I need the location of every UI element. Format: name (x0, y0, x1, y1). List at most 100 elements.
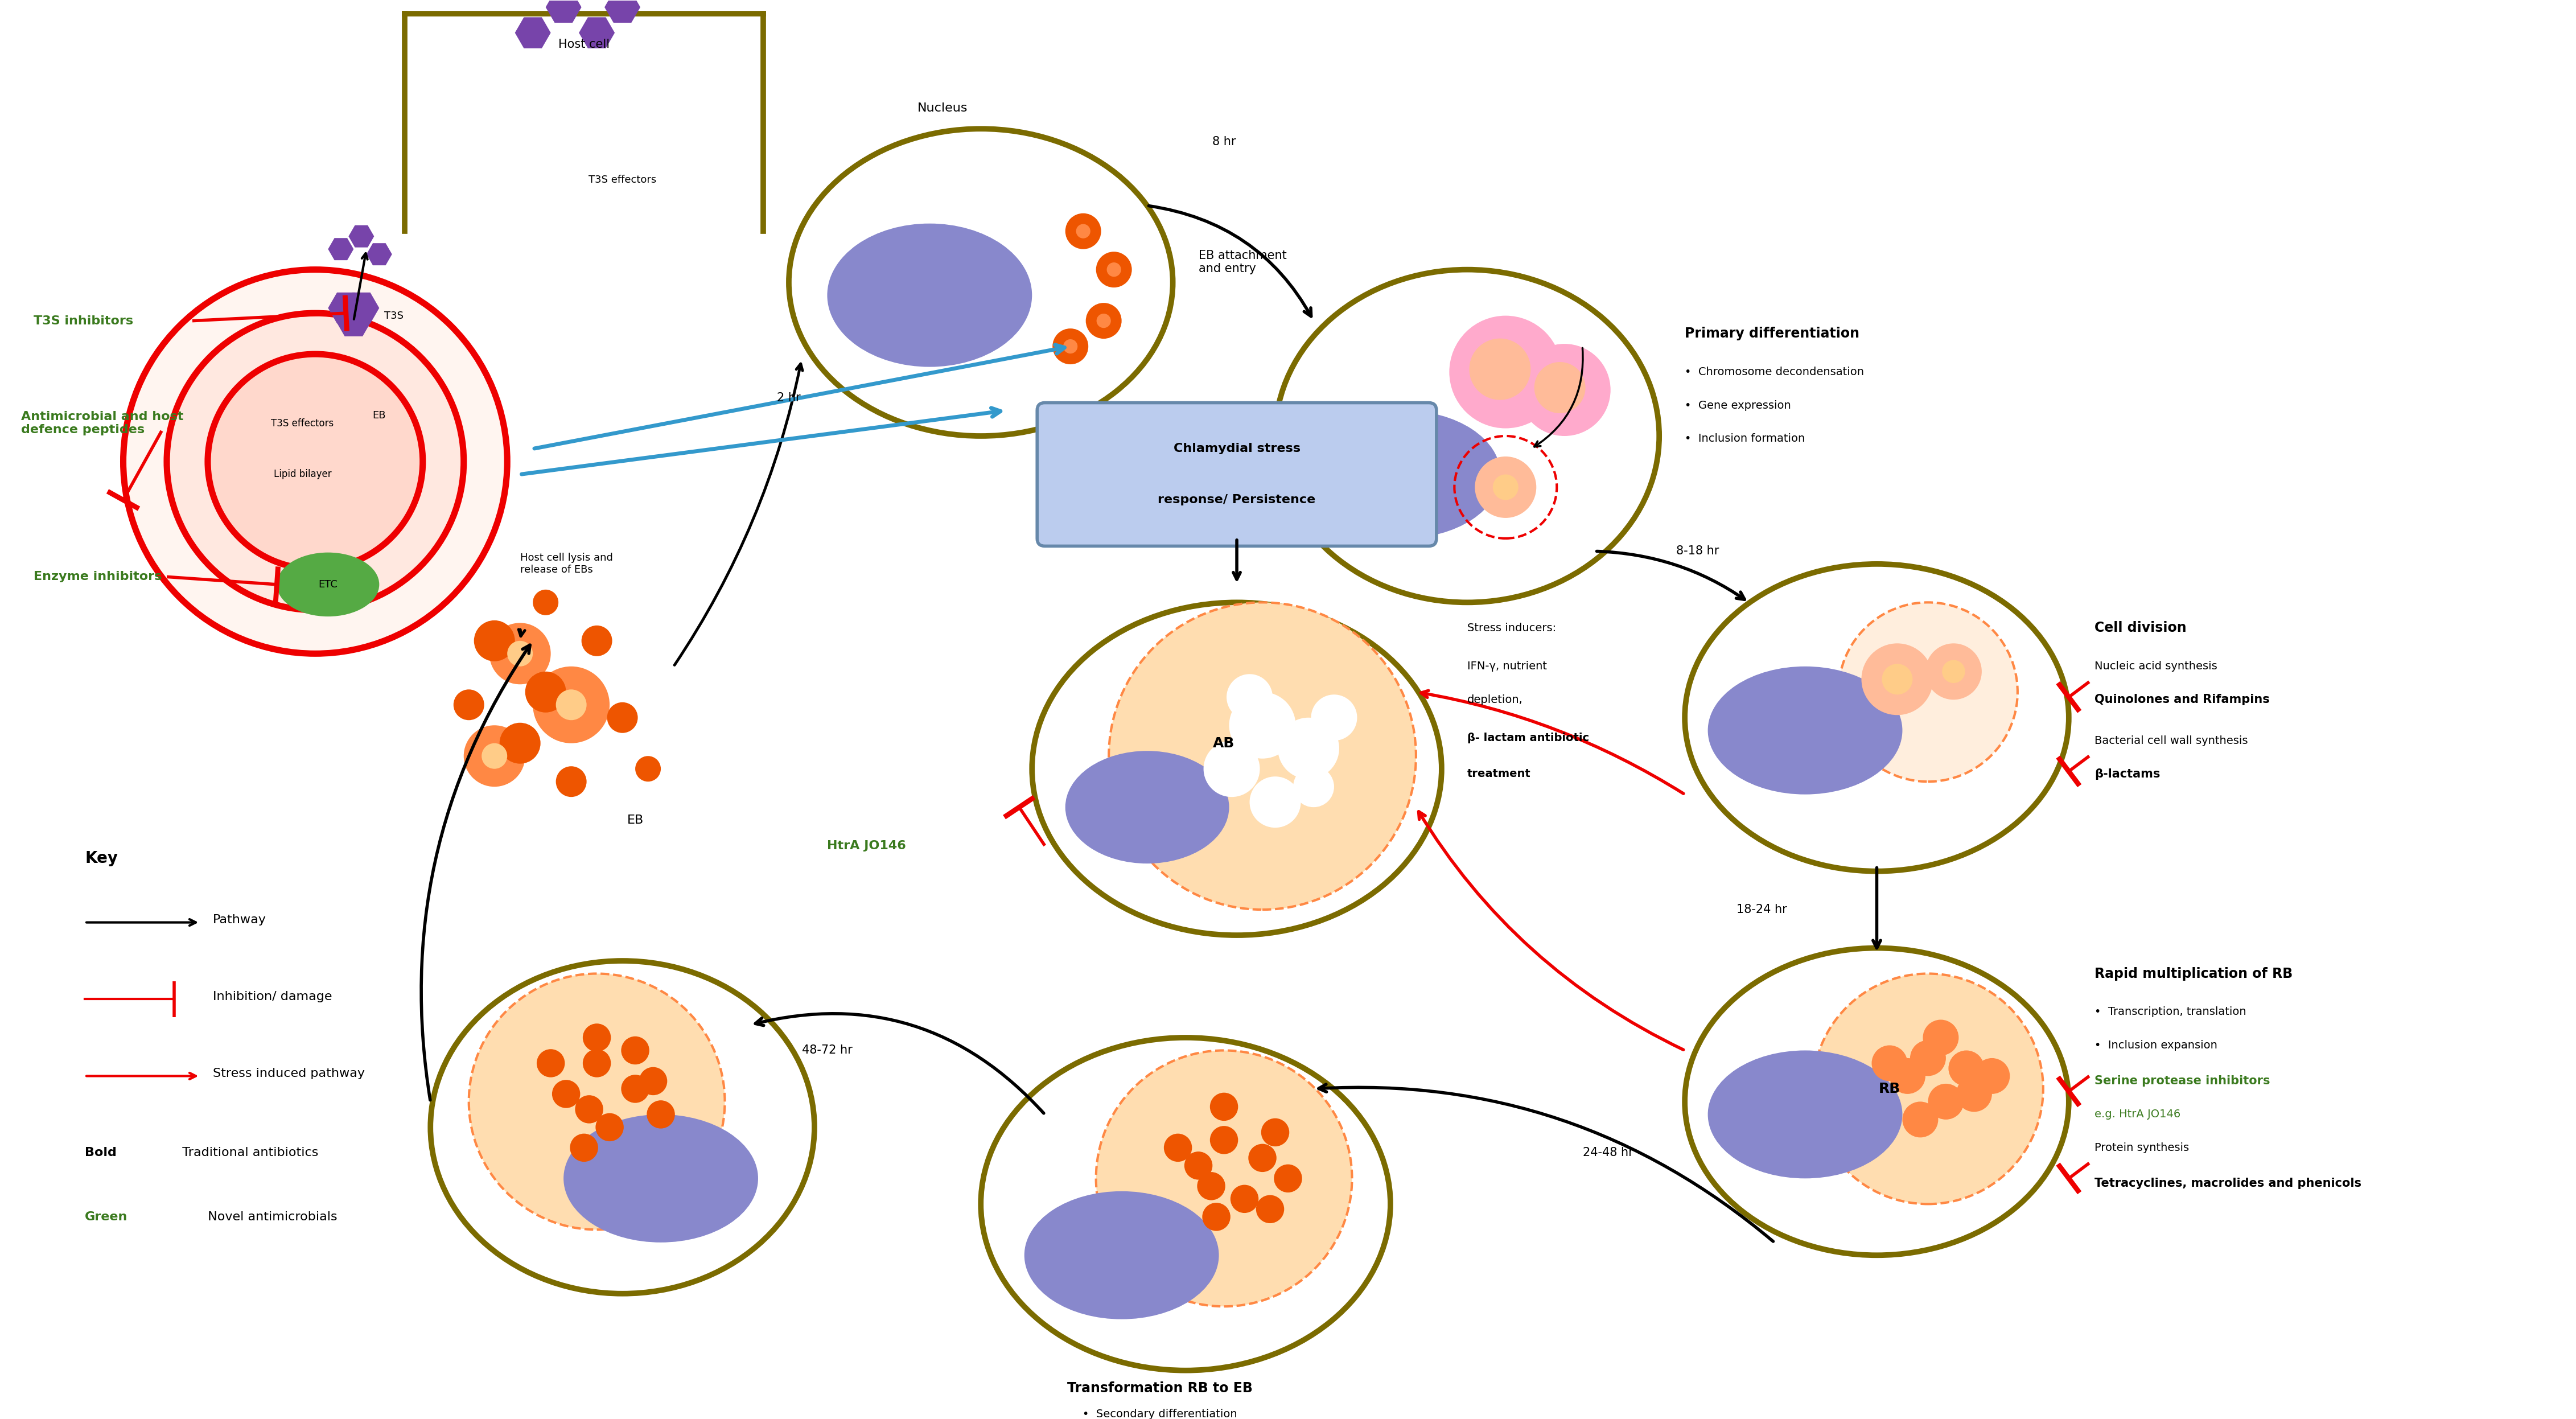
Circle shape (1203, 1203, 1231, 1230)
Text: Nucleic acid synthesis: Nucleic acid synthesis (2094, 661, 2218, 671)
Circle shape (1873, 1046, 1906, 1081)
Polygon shape (580, 17, 616, 48)
Ellipse shape (1708, 667, 1901, 795)
Text: 8-18 hr: 8-18 hr (1677, 545, 1718, 556)
Polygon shape (327, 238, 353, 260)
Text: T3S inhibitors: T3S inhibitors (33, 315, 134, 326)
Polygon shape (348, 226, 374, 247)
Circle shape (595, 1112, 623, 1141)
Text: Bold: Bold (85, 1147, 116, 1158)
Circle shape (1108, 603, 1417, 910)
Circle shape (1275, 1165, 1301, 1192)
Text: Serine protease inhibitors: Serine protease inhibitors (2094, 1076, 2269, 1087)
Text: Nucleus: Nucleus (917, 102, 969, 114)
Circle shape (469, 973, 724, 1230)
Text: EB attachment
and entry: EB attachment and entry (1198, 250, 1285, 274)
Text: T3S effectors: T3S effectors (270, 419, 335, 429)
Circle shape (170, 315, 461, 607)
Circle shape (574, 1095, 603, 1124)
Text: 2 hr: 2 hr (778, 392, 801, 403)
Circle shape (1084, 302, 1121, 339)
Ellipse shape (788, 129, 1172, 436)
Circle shape (1947, 1050, 1984, 1087)
Circle shape (1198, 1172, 1226, 1200)
Circle shape (1535, 362, 1584, 413)
Ellipse shape (430, 961, 814, 1294)
Circle shape (1185, 1152, 1213, 1179)
Text: Enzyme inhibitors: Enzyme inhibitors (33, 570, 162, 582)
Circle shape (1077, 224, 1090, 238)
Circle shape (1278, 718, 1340, 779)
Circle shape (1814, 973, 2043, 1205)
Text: e.g. HtrA JO146: e.g. HtrA JO146 (2094, 1110, 2179, 1120)
Polygon shape (335, 305, 371, 336)
Text: Stress induced pathway: Stress induced pathway (214, 1067, 366, 1080)
Circle shape (474, 620, 515, 661)
Circle shape (1066, 213, 1100, 250)
Circle shape (1924, 643, 1981, 700)
Ellipse shape (1685, 948, 2069, 1256)
Text: Chlamydial stress: Chlamydial stress (1172, 443, 1301, 454)
Ellipse shape (564, 1114, 757, 1243)
Circle shape (1054, 328, 1087, 365)
Circle shape (582, 1049, 611, 1077)
Circle shape (556, 766, 587, 797)
Polygon shape (343, 292, 379, 324)
Text: T3S: T3S (384, 311, 404, 321)
Circle shape (1973, 1059, 2009, 1094)
Text: IFN-γ, nutrient: IFN-γ, nutrient (1468, 661, 1546, 671)
Circle shape (1095, 1050, 1352, 1307)
Polygon shape (366, 243, 392, 265)
Circle shape (507, 641, 533, 667)
Ellipse shape (1275, 270, 1659, 603)
Text: •  Chromosome decondensation: • Chromosome decondensation (1685, 366, 1865, 377)
Text: AB: AB (1213, 736, 1234, 751)
Polygon shape (515, 17, 551, 48)
Text: Pathway: Pathway (214, 914, 265, 925)
Circle shape (1909, 1040, 1945, 1076)
Text: EB: EB (374, 410, 386, 420)
Ellipse shape (1685, 563, 2069, 871)
Circle shape (1517, 343, 1610, 436)
Ellipse shape (276, 552, 379, 616)
Text: ETC: ETC (319, 579, 337, 590)
Circle shape (533, 667, 611, 744)
FancyBboxPatch shape (1038, 403, 1437, 546)
Circle shape (464, 725, 526, 786)
Circle shape (636, 756, 662, 782)
Polygon shape (546, 0, 582, 23)
Circle shape (621, 1074, 649, 1103)
Polygon shape (605, 0, 641, 23)
Text: T3S effectors: T3S effectors (587, 175, 657, 184)
Circle shape (526, 671, 567, 712)
Circle shape (1839, 603, 2017, 782)
Circle shape (1097, 314, 1110, 328)
Ellipse shape (1066, 751, 1229, 864)
Circle shape (621, 1036, 649, 1064)
Text: Protein synthesis: Protein synthesis (2094, 1142, 2190, 1154)
Ellipse shape (827, 224, 1033, 368)
Text: Traditional antibiotics: Traditional antibiotics (175, 1147, 319, 1158)
Circle shape (1468, 339, 1530, 400)
Circle shape (1095, 251, 1131, 288)
Circle shape (1883, 664, 1911, 694)
Text: β-lactams: β-lactams (2094, 768, 2161, 779)
Text: Stress inducers:: Stress inducers: (1468, 623, 1556, 633)
Circle shape (1211, 1125, 1239, 1154)
Circle shape (1231, 1185, 1260, 1213)
Circle shape (1862, 643, 1932, 715)
Text: Quinolones and Rifampins: Quinolones and Rifampins (2094, 694, 2269, 705)
Text: Lipid bilayer: Lipid bilayer (273, 470, 332, 480)
Ellipse shape (1306, 410, 1499, 538)
Ellipse shape (981, 1037, 1391, 1371)
Text: depletion,: depletion, (1468, 694, 1522, 705)
Text: EB: EB (626, 815, 644, 826)
Circle shape (1942, 660, 1965, 683)
Circle shape (500, 722, 541, 763)
Circle shape (126, 272, 505, 651)
Circle shape (1901, 1101, 1937, 1138)
Circle shape (1164, 1134, 1193, 1162)
Circle shape (1492, 474, 1517, 499)
Text: HtrA JO146: HtrA JO146 (827, 840, 907, 851)
Circle shape (647, 1100, 675, 1128)
